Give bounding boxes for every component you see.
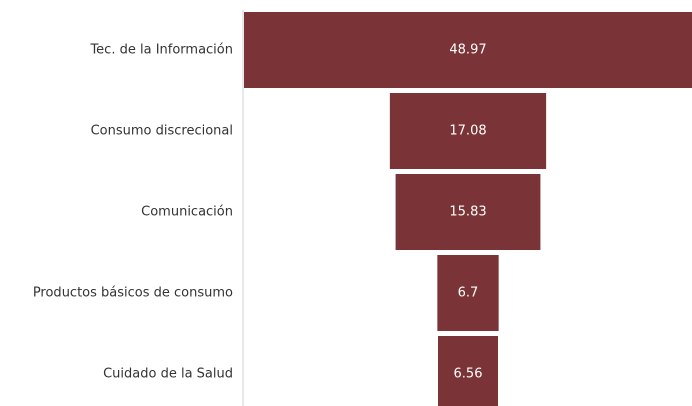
data-label: 6.7 bbox=[458, 286, 479, 301]
data-label: 48.97 bbox=[449, 43, 486, 58]
funnel-bar bbox=[437, 336, 499, 406]
category-label: Cuidado de la Salud bbox=[103, 367, 233, 382]
category-label: Comunicación bbox=[141, 205, 233, 220]
funnel-bar bbox=[437, 255, 499, 331]
data-label: 17.08 bbox=[449, 124, 486, 139]
funnel-bar bbox=[244, 12, 692, 88]
category-label: Productos básicos de consumo bbox=[33, 286, 233, 301]
data-label: 6.56 bbox=[454, 367, 483, 382]
data-label: 15.83 bbox=[449, 205, 486, 220]
funnel-bar bbox=[395, 174, 541, 250]
category-label: Consumo discrecional bbox=[91, 124, 233, 139]
funnel-bar bbox=[389, 93, 547, 169]
category-label: Tec. de la Información bbox=[89, 43, 233, 58]
